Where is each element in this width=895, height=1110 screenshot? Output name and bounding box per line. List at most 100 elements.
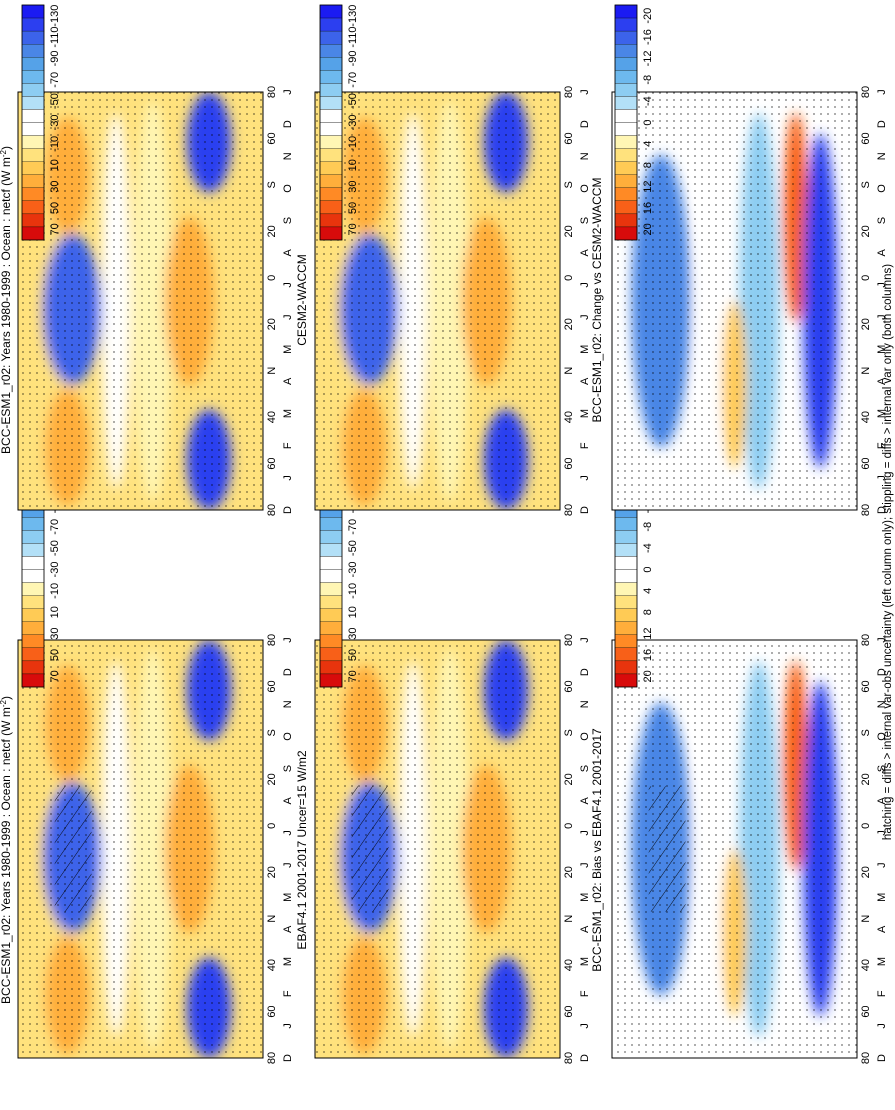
month-tick-label: N (579, 152, 591, 160)
latitude-tick-label: 20 (563, 866, 575, 878)
month-tick-label: A (282, 796, 294, 804)
colorbar-swatch (614, 517, 638, 531)
month-tick-label: J (579, 282, 591, 288)
colorbar-swatch (614, 174, 638, 188)
plot-frame (611, 639, 858, 1059)
month-tick-label: F (282, 990, 294, 997)
month-tick-label: A (876, 377, 888, 385)
month-tick-label: M (876, 409, 888, 418)
month-tick-label: M (579, 409, 591, 418)
month-tick-label: A (579, 248, 591, 256)
latitude-tick-label: 80 (266, 86, 278, 98)
colorbar-swatch (614, 96, 638, 110)
colorbar-label: -50 (49, 540, 61, 556)
colorbar-swatch (319, 647, 343, 662)
colorbar-label: 4 (642, 141, 654, 147)
latitude-tick-label: S (266, 181, 278, 188)
month-tick-label: A (876, 248, 888, 256)
month-tick-label: J (282, 314, 294, 320)
latitude-tick-label: 0 (563, 275, 575, 281)
latitude-tick-label: 80 (860, 86, 872, 98)
colorbar-swatch (614, 70, 638, 84)
colorbar-label: -10 (347, 136, 359, 152)
colorbar-swatch (21, 17, 45, 32)
plot-area (315, 640, 560, 1058)
month-tick-label: A (876, 796, 888, 804)
month-tick-label: J (282, 637, 294, 643)
month-tick-label: O (876, 184, 888, 193)
latitude-tick-label: 60 (266, 680, 278, 692)
latitude-tick-label: 20 (860, 773, 872, 785)
latitude-tick-label: 60 (563, 457, 575, 469)
stippling (18, 92, 263, 510)
colorbar-swatch (319, 226, 343, 241)
latitude-tick-label: N (563, 915, 575, 923)
latitude-tick-label: S (563, 729, 575, 736)
colorbar: 20 16 12 8 4 0 -4 -8 -12 -16 -20 (614, 4, 654, 241)
colorbar-label: 0 (642, 119, 654, 125)
stippling (612, 92, 857, 510)
latitude-tick-label: S (266, 729, 278, 736)
latitude-tick-label: 60 (563, 132, 575, 144)
title-unit-superscript: -2 (0, 149, 8, 157)
month-tick-label: J (579, 475, 591, 481)
colorbar-swatch (21, 96, 45, 110)
colorbar-swatch (319, 44, 343, 58)
latitude-tick-label: 20 (266, 225, 278, 237)
latitude-tick-label: 80 (563, 504, 575, 516)
colorbar-label: 10 (49, 159, 61, 171)
colorbar-label: -30 (49, 115, 61, 131)
chart-panel-right-top: 806040N20020S6080DJFMAMJJASONDJBCC-ESM1_… (0, 4, 294, 516)
latitude-tick-label: 40 (563, 411, 575, 423)
colorbar: 70 50 30 10 -10 -30 -50 -70 -90 -110-130 (21, 4, 61, 241)
colorbar-swatch (21, 543, 45, 557)
month-tick-label: D (876, 1054, 888, 1062)
colorbar-swatch (21, 556, 45, 570)
month-tick-label: J (282, 1023, 294, 1029)
colorbar-label: 10 (347, 159, 359, 171)
month-tick-label: J (579, 637, 591, 643)
month-tick-label: D (579, 506, 591, 514)
month-tick-label: S (579, 217, 591, 224)
colorbar-label: 10 (49, 606, 61, 618)
latitude-tick-label: N (266, 367, 278, 375)
plot-area (315, 92, 560, 510)
colorbar-swatch (21, 608, 45, 622)
month-tick-label: M (876, 957, 888, 966)
latitude-tick-label: 60 (860, 680, 872, 692)
month-tick-label: F (876, 442, 888, 449)
month-tick-label: F (579, 990, 591, 997)
month-tick-label: A (282, 248, 294, 256)
latitude-tick-label: 20 (266, 866, 278, 878)
colorbar-swatch (319, 517, 343, 531)
colorbar-label: 50 (49, 649, 61, 661)
colorbar-swatch (319, 213, 343, 228)
colorbar-swatch (614, 17, 638, 32)
colorbar-swatch (21, 174, 45, 188)
colorbar-swatch (614, 660, 638, 675)
colorbar-swatch (21, 530, 45, 544)
colorbar-label: -110 (49, 26, 61, 47)
colorbar-swatch (614, 213, 638, 228)
colorbar-label: 8 (642, 162, 654, 168)
colorbar-swatch (614, 57, 638, 71)
colorbar-swatch (319, 187, 343, 201)
colorbar-swatch (319, 569, 343, 583)
month-tick-label: M (282, 893, 294, 902)
colorbar-swatch (21, 582, 45, 596)
colorbar-label: 70 (49, 670, 61, 682)
latitude-tick-label: 20 (563, 773, 575, 785)
month-tick-label: A (282, 377, 294, 385)
latitude-tick-label: 20 (266, 773, 278, 785)
month-tick-label: S (579, 765, 591, 772)
latitude-tick-label: N (860, 367, 872, 375)
colorbar-swatch (21, 4, 45, 19)
colorbar-swatch (21, 647, 45, 662)
plot-area (18, 640, 263, 1058)
month-tick-label: M (579, 345, 591, 354)
plot-area (18, 92, 263, 510)
colorbar-label: -30 (347, 115, 359, 131)
latitude-tick-label: 0 (266, 823, 278, 829)
month-tick-label: J (876, 89, 888, 95)
colorbar-swatch (614, 4, 638, 19)
